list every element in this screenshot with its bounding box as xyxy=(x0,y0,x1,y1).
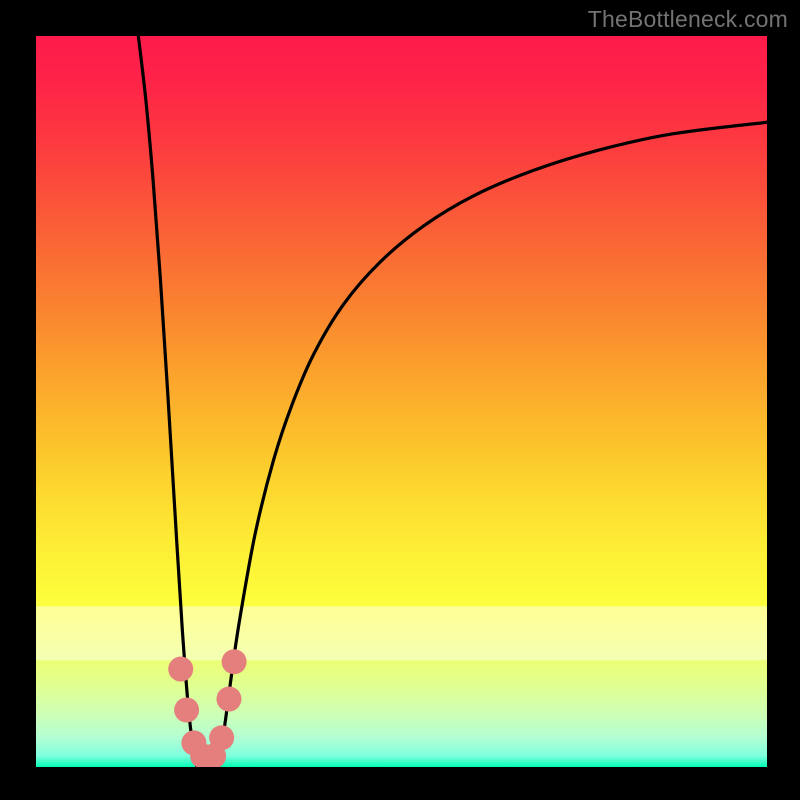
chart-stage: TheBottleneck.com xyxy=(0,0,800,800)
watermark-text: TheBottleneck.com xyxy=(588,6,788,33)
marker-point xyxy=(222,649,247,674)
marker-point xyxy=(168,657,193,682)
marker-point xyxy=(216,687,241,712)
white-band-overlay xyxy=(36,606,767,660)
bottleneck-chart xyxy=(0,0,800,800)
marker-point xyxy=(209,725,234,750)
marker-point xyxy=(174,697,199,722)
